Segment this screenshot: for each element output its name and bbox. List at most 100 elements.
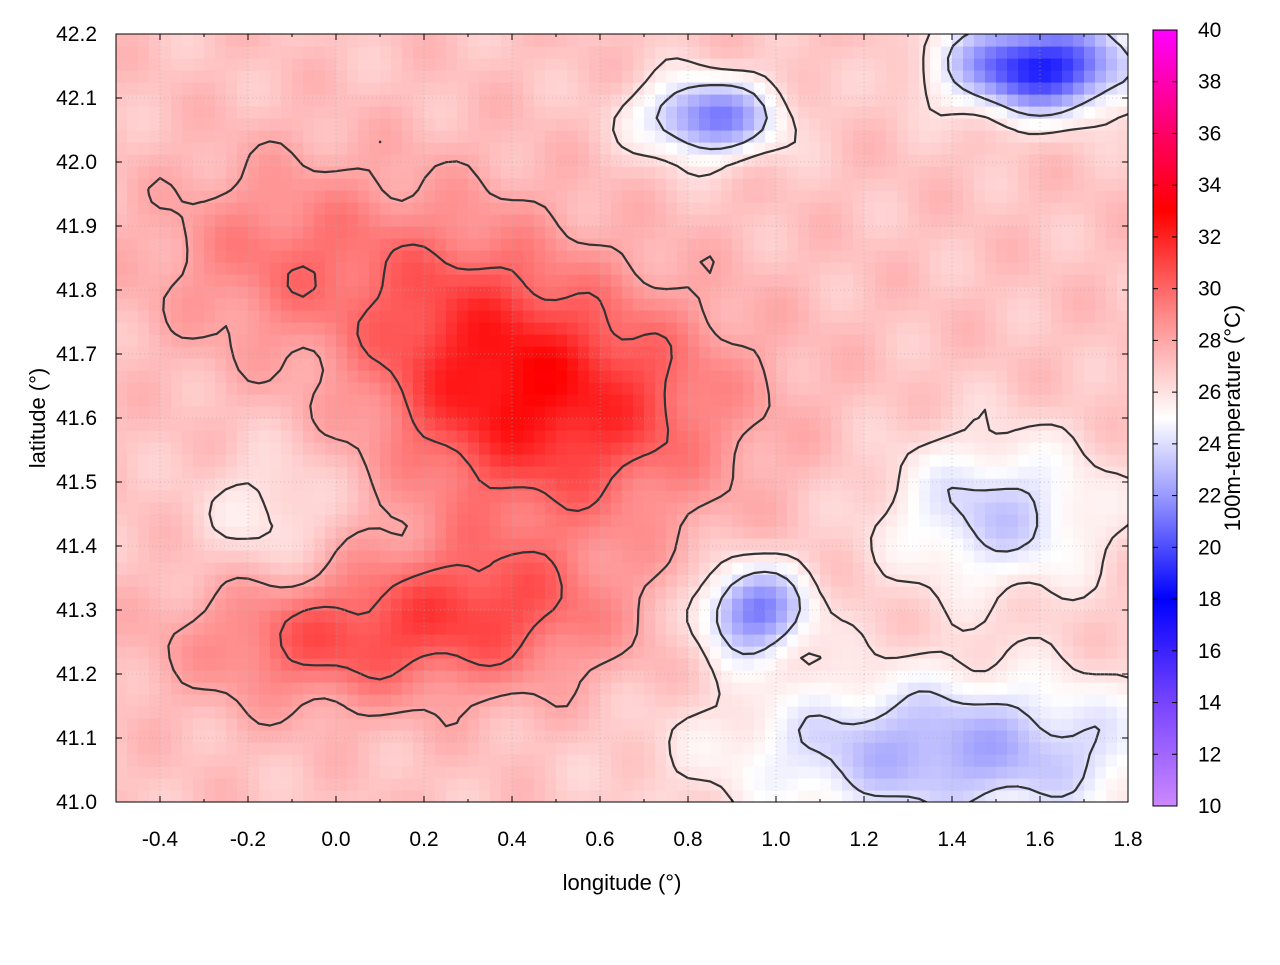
heatmap-cell — [556, 178, 568, 191]
heatmap-cell — [908, 286, 920, 299]
heatmap-cell — [908, 382, 920, 395]
heatmap-cell — [490, 766, 502, 779]
heatmap-cell — [864, 538, 876, 551]
heatmap-cell — [578, 634, 590, 647]
heatmap-cell — [688, 262, 700, 275]
heatmap-cell — [292, 622, 304, 635]
heatmap-cell — [446, 406, 458, 419]
heatmap-cell — [1007, 394, 1019, 407]
heatmap-cell — [281, 706, 293, 719]
heatmap-cell — [820, 586, 832, 599]
heatmap-cell — [281, 490, 293, 503]
heatmap-cell — [688, 178, 700, 191]
heatmap-cell — [710, 238, 722, 251]
heatmap-cell — [138, 658, 150, 671]
heatmap-cell — [1018, 682, 1030, 695]
heatmap-cell — [116, 454, 128, 467]
heatmap-cell — [611, 190, 623, 203]
heatmap-cell — [721, 166, 733, 179]
heatmap-layer — [116, 34, 1128, 802]
heatmap-cell — [633, 262, 645, 275]
heatmap-cell — [281, 214, 293, 227]
heatmap-cell — [501, 742, 513, 755]
heatmap-cell — [864, 250, 876, 263]
heatmap-cell — [567, 430, 579, 443]
heatmap-cell — [468, 766, 480, 779]
heatmap-cell — [545, 670, 557, 683]
heatmap-cell — [798, 742, 810, 755]
heatmap-cell — [1073, 154, 1085, 167]
heatmap-cell — [149, 502, 161, 515]
heatmap-cell — [721, 238, 733, 251]
heatmap-cell — [963, 454, 975, 467]
heatmap-cell — [644, 454, 656, 467]
heatmap-cell — [622, 466, 634, 479]
heatmap-cell — [303, 322, 315, 335]
heatmap-cell — [193, 214, 205, 227]
heatmap-cell — [424, 286, 436, 299]
heatmap-cell — [435, 598, 447, 611]
heatmap-cell — [985, 322, 997, 335]
heatmap-cell — [809, 754, 821, 767]
heatmap-cell — [1051, 154, 1063, 167]
heatmap-cell — [336, 478, 348, 491]
heatmap-cell — [347, 298, 359, 311]
heatmap-cell — [358, 478, 370, 491]
heatmap-cell — [380, 430, 392, 443]
heatmap-cell — [908, 634, 920, 647]
heatmap-cell — [204, 778, 216, 791]
heatmap-cell — [358, 550, 370, 563]
heatmap-cell — [578, 574, 590, 587]
heatmap-cell — [853, 790, 865, 802]
heatmap-cell — [369, 742, 381, 755]
heatmap-cell — [886, 250, 898, 263]
heatmap-cell — [1040, 526, 1052, 539]
heatmap-cell — [303, 526, 315, 539]
heatmap-cell — [996, 214, 1008, 227]
heatmap-cell — [721, 406, 733, 419]
heatmap-cell — [853, 538, 865, 551]
heatmap-cell — [743, 358, 755, 371]
heatmap-cell — [1073, 274, 1085, 287]
heatmap-cell — [941, 718, 953, 731]
heatmap-cell — [160, 670, 172, 683]
heatmap-cell — [501, 226, 513, 239]
heatmap-cell — [556, 166, 568, 179]
heatmap-cell — [127, 166, 139, 179]
heatmap-cell — [413, 742, 425, 755]
heatmap-cell — [402, 694, 414, 707]
heatmap-cell — [611, 574, 623, 587]
heatmap-cell — [259, 646, 271, 659]
heatmap-cell — [842, 502, 854, 515]
heatmap-cell — [776, 370, 788, 383]
heatmap-cell — [138, 454, 150, 467]
heatmap-cell — [776, 526, 788, 539]
heatmap-cell — [765, 730, 777, 743]
heatmap-cell — [369, 682, 381, 695]
heatmap-cell — [820, 790, 832, 802]
heatmap-cell — [160, 322, 172, 335]
heatmap-cell — [622, 238, 634, 251]
heatmap-cell — [116, 346, 128, 359]
heatmap-cell — [303, 202, 315, 215]
heatmap-cell — [347, 694, 359, 707]
heatmap-cell — [204, 226, 216, 239]
heatmap-cell — [963, 670, 975, 683]
heatmap-cell — [765, 202, 777, 215]
heatmap-cell — [314, 634, 326, 647]
heatmap-cell — [226, 310, 238, 323]
heatmap-cell — [413, 526, 425, 539]
heatmap-cell — [1007, 538, 1019, 551]
heatmap-cell — [424, 406, 436, 419]
heatmap-cell — [457, 310, 469, 323]
heatmap-cell — [1007, 634, 1019, 647]
heatmap-cell — [248, 766, 260, 779]
heatmap-cell — [402, 610, 414, 623]
heatmap-cell — [908, 622, 920, 635]
heatmap-cell — [787, 622, 799, 635]
heatmap-cell — [974, 730, 986, 743]
heatmap-cell — [809, 154, 821, 167]
heatmap-cell — [402, 538, 414, 551]
heatmap-cell — [699, 514, 711, 527]
heatmap-cell — [1117, 298, 1128, 311]
